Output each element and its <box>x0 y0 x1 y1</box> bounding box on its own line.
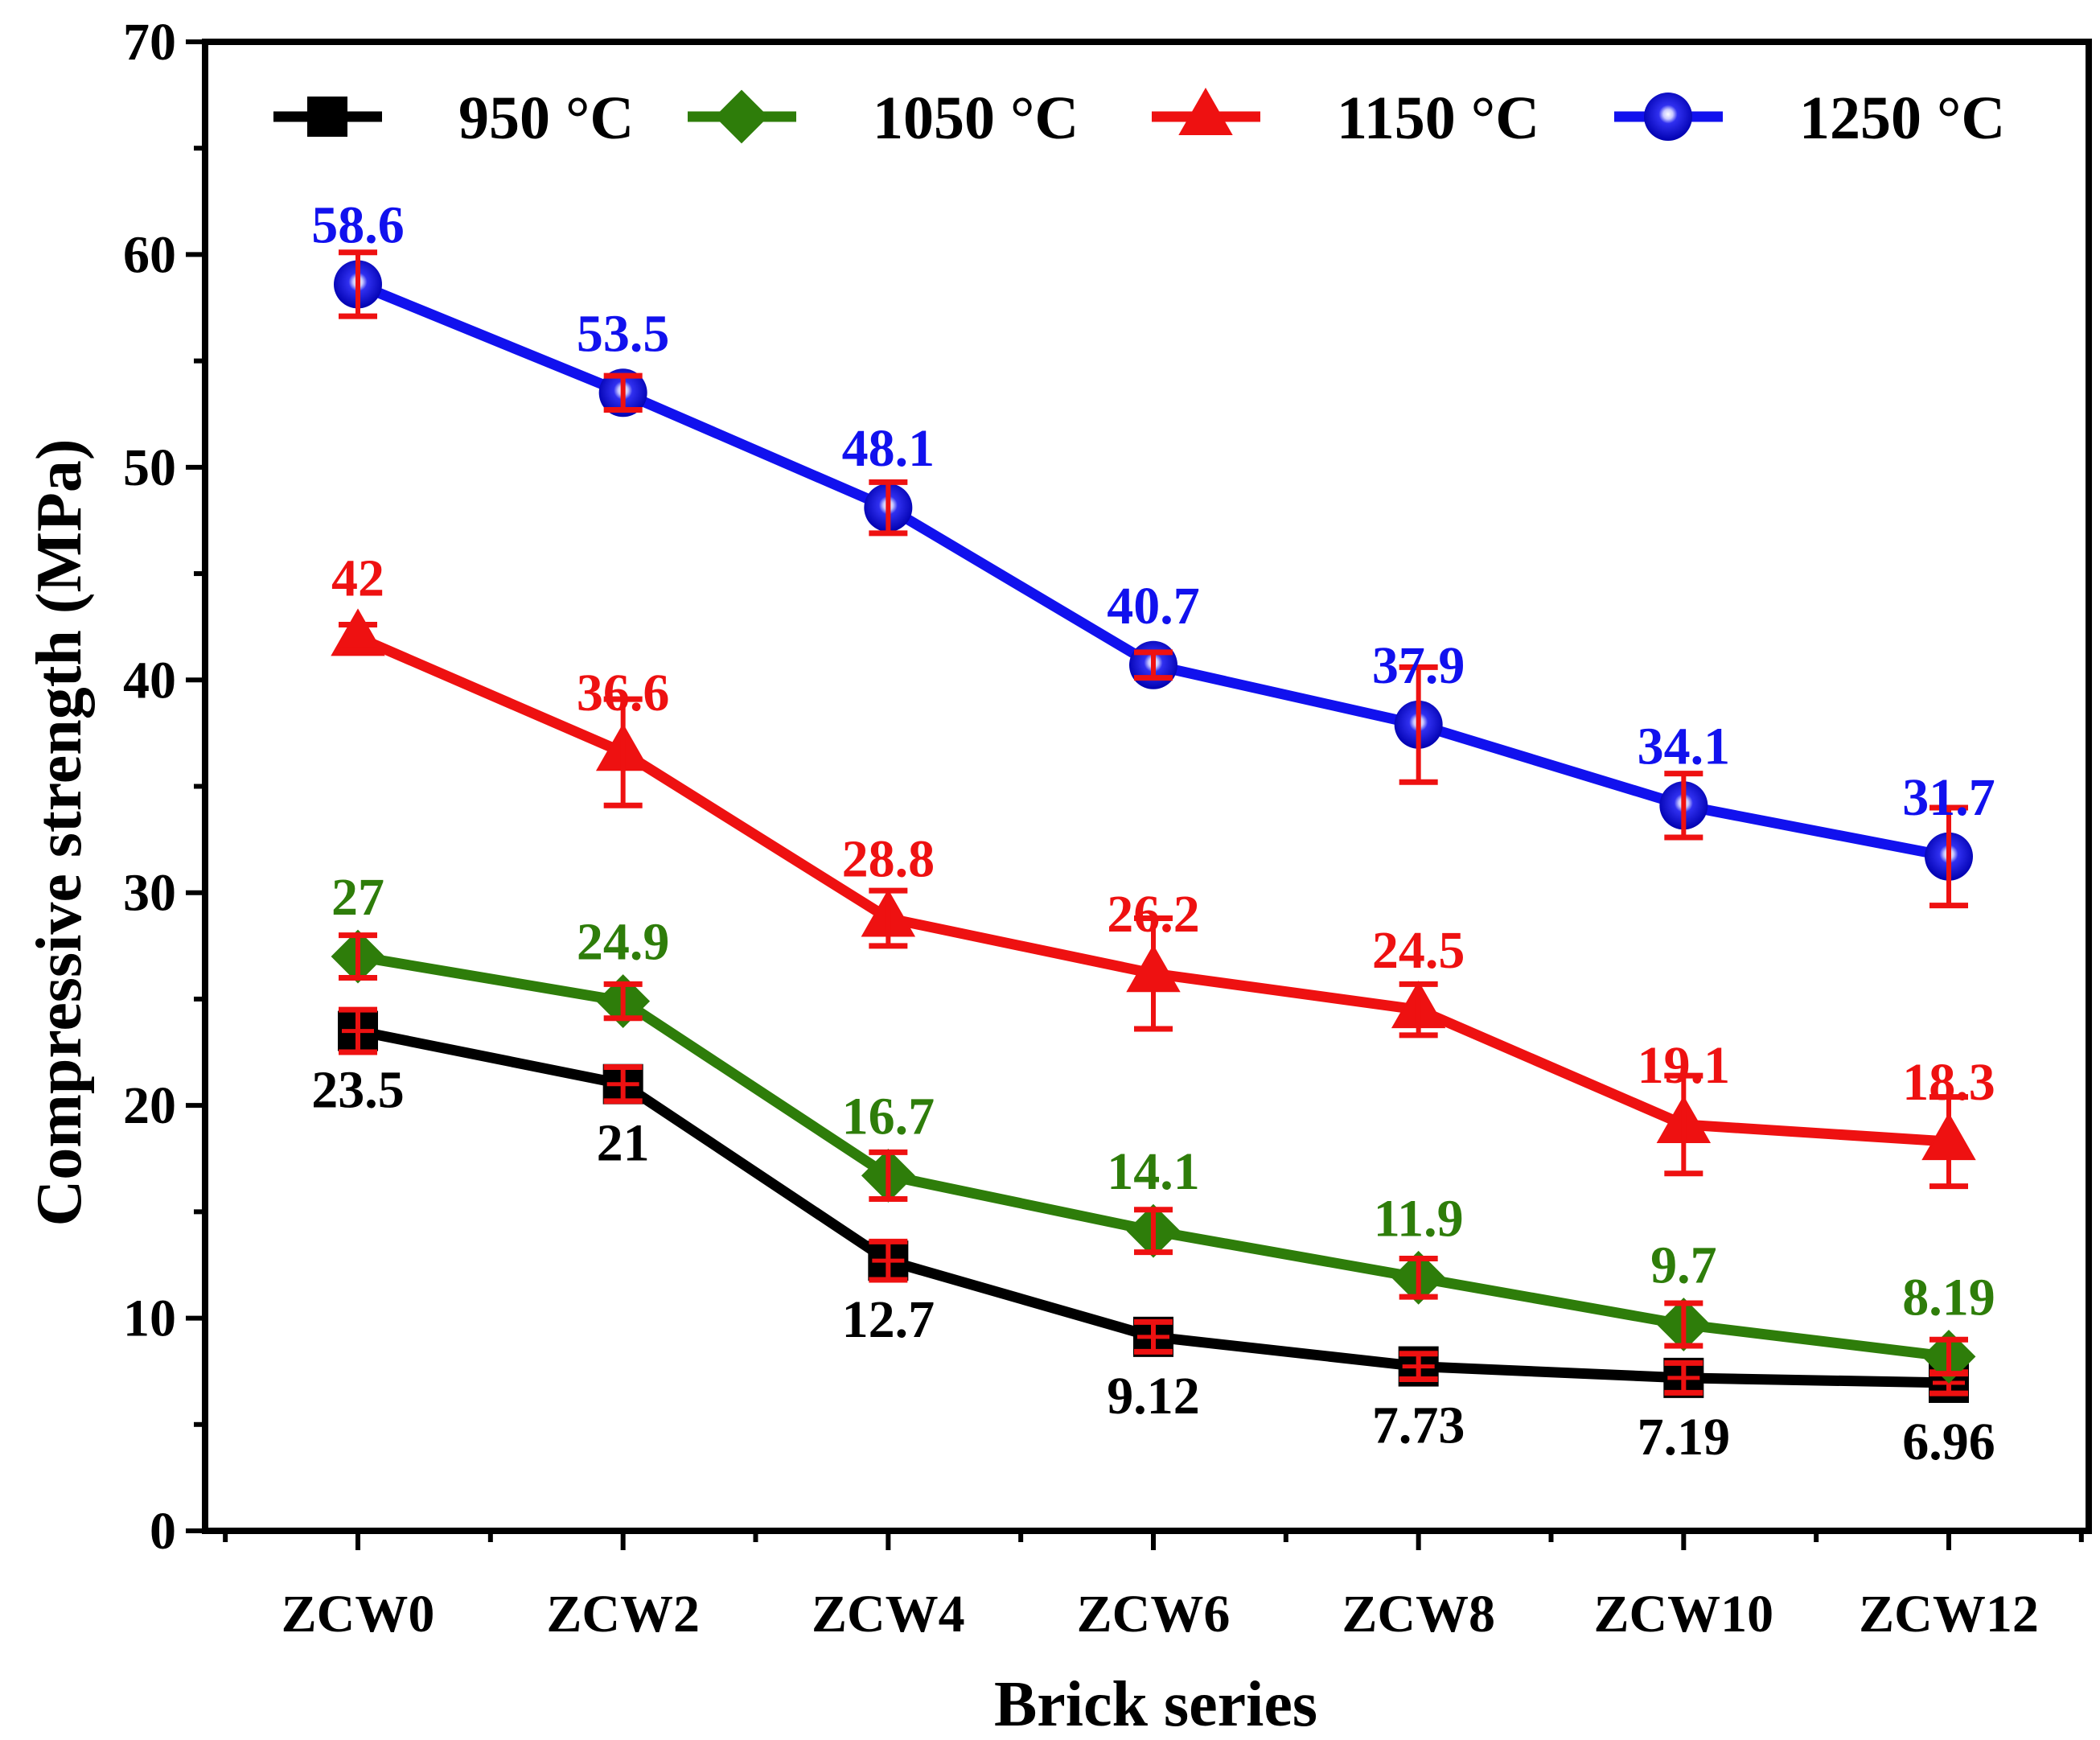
series-diamond-group <box>331 929 1976 1384</box>
x-tick-label: ZCW0 <box>282 1585 435 1643</box>
data-label: 36.6 <box>577 664 670 722</box>
legend-marker <box>1178 87 1233 135</box>
data-label: 16.7 <box>842 1087 935 1146</box>
data-label: 28.8 <box>842 829 935 888</box>
data-label: 14.1 <box>1107 1142 1200 1201</box>
data-label: 9.7 <box>1650 1236 1717 1295</box>
y-tick-label: 20 <box>123 1076 176 1135</box>
data-label: 31.7 <box>1902 768 1995 827</box>
y-tick-label: 40 <box>123 651 176 710</box>
legend-item: 1150 °C <box>1152 84 1539 152</box>
legend-marker <box>307 97 347 137</box>
data-label: 42 <box>331 549 384 607</box>
data-label: 21 <box>597 1114 650 1173</box>
data-label: 7.19 <box>1638 1408 1731 1466</box>
series-sphere-group <box>334 249 1973 909</box>
y-axis-title: Compressive strength (MPa) <box>24 438 95 1226</box>
data-label: 9.12 <box>1107 1367 1200 1425</box>
data-label: 12.7 <box>842 1290 935 1349</box>
y-tick-label: 30 <box>123 864 176 923</box>
data-label: 6.96 <box>1902 1413 1995 1471</box>
y-tick-label: 10 <box>123 1290 176 1348</box>
x-tick-label: ZCW12 <box>1859 1585 2039 1643</box>
data-label: 53.5 <box>577 304 670 363</box>
y-tick-label: 60 <box>123 225 176 284</box>
data-label: 40.7 <box>1107 577 1200 636</box>
data-label: 8.19 <box>1902 1268 1995 1327</box>
data-label: 26.2 <box>1107 885 1200 944</box>
legend-item: 950 °C <box>273 84 634 152</box>
data-label: 24.9 <box>577 913 670 972</box>
data-label: 18.3 <box>1902 1053 1995 1112</box>
series-square-group <box>338 1006 1969 1403</box>
data-label: 37.9 <box>1372 636 1465 695</box>
legend-marker <box>714 89 769 144</box>
x-tick-label: ZCW2 <box>546 1585 700 1643</box>
plot-frame <box>202 39 2092 1534</box>
legend-label: 1250 °C <box>1799 84 2005 152</box>
legend-label: 950 °C <box>458 84 634 152</box>
x-tick-label: ZCW8 <box>1342 1585 1495 1643</box>
data-label: 58.6 <box>311 195 405 254</box>
legend-marker <box>1644 93 1692 141</box>
y-tick-label: 70 <box>123 13 176 72</box>
legend-item: 1250 °C <box>1614 84 2005 152</box>
data-label: 24.5 <box>1372 921 1465 980</box>
x-tick-label: ZCW10 <box>1593 1585 1773 1643</box>
data-label: 34.1 <box>1638 717 1731 775</box>
x-tick-label: ZCW4 <box>812 1585 965 1643</box>
data-label: 7.73 <box>1372 1397 1465 1455</box>
data-label: 23.5 <box>311 1061 405 1120</box>
data-label: 11.9 <box>1374 1189 1464 1248</box>
legend-item: 1050 °C <box>688 84 1079 152</box>
data-label: 48.1 <box>842 419 935 478</box>
series-triangle-group <box>331 608 1976 1190</box>
y-tick-label: 50 <box>123 438 176 497</box>
legend-label: 1050 °C <box>873 84 1079 152</box>
legend-label: 1150 °C <box>1337 84 1539 152</box>
data-label: 19.1 <box>1638 1036 1731 1095</box>
y-tick-label: 0 <box>150 1502 176 1561</box>
x-axis-title: Brick series <box>994 1669 1317 1740</box>
x-tick-label: ZCW6 <box>1077 1585 1231 1643</box>
data-label: 27 <box>331 868 384 927</box>
